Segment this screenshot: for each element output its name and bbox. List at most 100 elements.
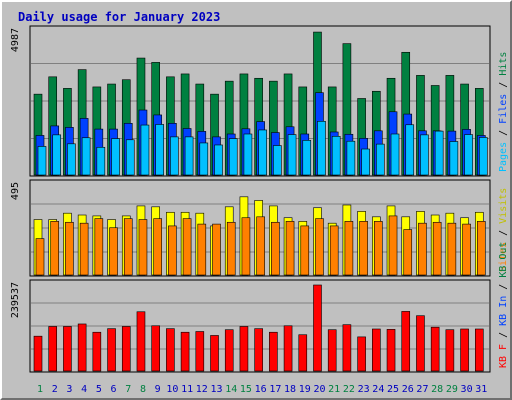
hits-legend: Pages / Files / Hits [498,52,509,172]
hits-panel-pages-bar-25 [390,133,400,176]
hits-panel-pages-bar-2 [52,134,62,176]
kb-legend-kb-out: KB Out [498,242,509,278]
kb-panel-kb-f-bar-19 [298,334,308,372]
hits-panel-pages-bar-19 [302,140,312,176]
kb-panel-kb-f-bar-31 [474,328,484,372]
day-label-2: 2 [52,384,58,395]
day-label-8: 8 [140,384,146,395]
kb-panel-kb-f-bar-12 [195,331,205,372]
day-label-21: 21 [328,384,340,395]
day-label-22: 22 [343,384,355,395]
day-label-26: 26 [402,384,414,395]
kb-panel-kb-f-bar-11 [180,331,190,372]
kb-panel-kb-f-bar-7 [121,326,131,372]
sites-panel-sites-bar-13 [212,223,221,276]
hits-panel-pages-bar-22 [346,140,356,176]
day-label-24: 24 [372,384,384,395]
day-label-17: 17 [269,384,281,395]
sites-panel-sites-bar-27 [418,222,427,276]
day-label-18: 18 [284,384,296,395]
kb-panel-kb-f-bar-25 [386,329,396,372]
kb-panel-kb-f-bar-2 [48,326,58,372]
hits-panel-pages-bar-4 [81,137,91,176]
kb-panel-ymax-label: 239537 [10,282,21,318]
kb-panel-kb-f-bar-23 [357,336,366,372]
kb-panel-kb-f-bar-3 [63,326,72,372]
day-label-12: 12 [196,384,208,395]
day-label-29: 29 [446,384,458,395]
hits-panel-pages-bar-13 [214,144,223,176]
hits-panel-pages-bar-14 [228,138,238,176]
sites-legend-sites: Sites [498,242,509,272]
hits-legend-separator: / [498,76,509,94]
sites-panel-sites-bar-29 [447,222,457,276]
sites-panel-sites-bar-22 [344,221,354,276]
sites-panel-sites-bar-3 [65,221,74,276]
hits-legend-separator: / [498,124,509,142]
sites-panel-ymax-label: 495 [10,182,21,200]
kb-legend-kb-in: KB In [498,296,509,326]
kb-panel-kb-f-bar-21 [327,329,337,372]
hits-panel-pages-bar-31 [478,137,488,176]
sites-panel-sites-bar-15 [241,217,251,276]
sites-panel-sites-bar-7 [123,218,133,276]
hits-panel-pages-bar-28 [434,130,444,176]
day-label-23: 23 [358,384,370,395]
day-label-28: 28 [431,384,443,395]
sites-panel-sites-bar-30 [462,223,471,276]
hits-panel-pages-bar-16 [258,129,267,176]
day-label-10: 10 [166,384,178,395]
day-label-9: 9 [155,384,161,395]
hits-panel-pages-bar-11 [184,136,194,176]
day-label-31: 31 [475,384,487,395]
day-label-27: 27 [416,384,428,395]
sites-panel-sites-bar-19 [300,225,310,276]
sites-panel-sites-bar-2 [50,221,60,276]
sites-panel-sites-bar-14 [226,221,236,276]
day-label-5: 5 [96,384,102,395]
kb-legend: KB F / KB In / KB Out [498,242,509,368]
sites-legend-visits: Visits [498,188,509,224]
hits-legend-files: Files [498,94,509,124]
hits-panel-pages-bar-7 [125,139,135,176]
sites-legend: Sites / Visits [498,188,509,272]
hits-panel-pages-bar-10 [170,136,179,176]
kb-legend-kb-f: KB F [498,344,509,368]
sites-panel-sites-bar-6 [109,227,118,276]
hits-panel-pages-bar-8 [140,124,150,176]
day-label-30: 30 [461,384,473,395]
sites-panel-sites-bar-8 [138,219,148,276]
day-label-13: 13 [210,384,222,395]
sites-panel-sites-bar-12 [197,223,207,276]
kb-legend-separator: / [498,326,509,344]
hits-panel-pages-bar-21 [331,136,341,176]
sites-panel-sites-bar-20 [315,218,324,276]
kb-panel-kb-f-bar-20 [313,284,322,372]
kb-legend-separator: / [498,278,509,296]
kb-panel-kb-f-bar-14 [224,329,234,372]
hits-panel-pages-bar-9 [155,124,164,176]
day-label-6: 6 [111,384,117,395]
hits-legend-pages: Pages [498,142,509,172]
day-label-4: 4 [81,384,87,395]
hits-panel-pages-bar-5 [96,146,106,176]
sites-panel-sites-bar-25 [388,215,398,276]
day-label-16: 16 [255,384,267,395]
day-label-11: 11 [181,384,193,395]
day-label-14: 14 [225,384,237,395]
kb-panel-kb-f-bar-4 [77,323,87,372]
sites-panel-sites-bar-4 [79,222,89,276]
sites-legend-separator: / [498,224,509,242]
kb-panel-kb-f-bar-30 [460,328,469,372]
sites-panel-sites-bar-26 [403,229,413,276]
hits-panel-pages-bar-30 [464,134,473,176]
day-label-1: 1 [37,384,43,395]
sites-panel-sites-bar-5 [94,218,104,276]
hits-panel-pages-bar-3 [67,143,76,176]
hits-panel-pages-bar-18 [287,134,297,176]
sites-panel-sites-bar-10 [168,225,177,276]
kb-panel-kb-f-bar-26 [401,311,411,372]
hits-panel-pages-bar-20 [317,120,326,176]
hits-panel-pages-bar-26 [405,124,415,176]
